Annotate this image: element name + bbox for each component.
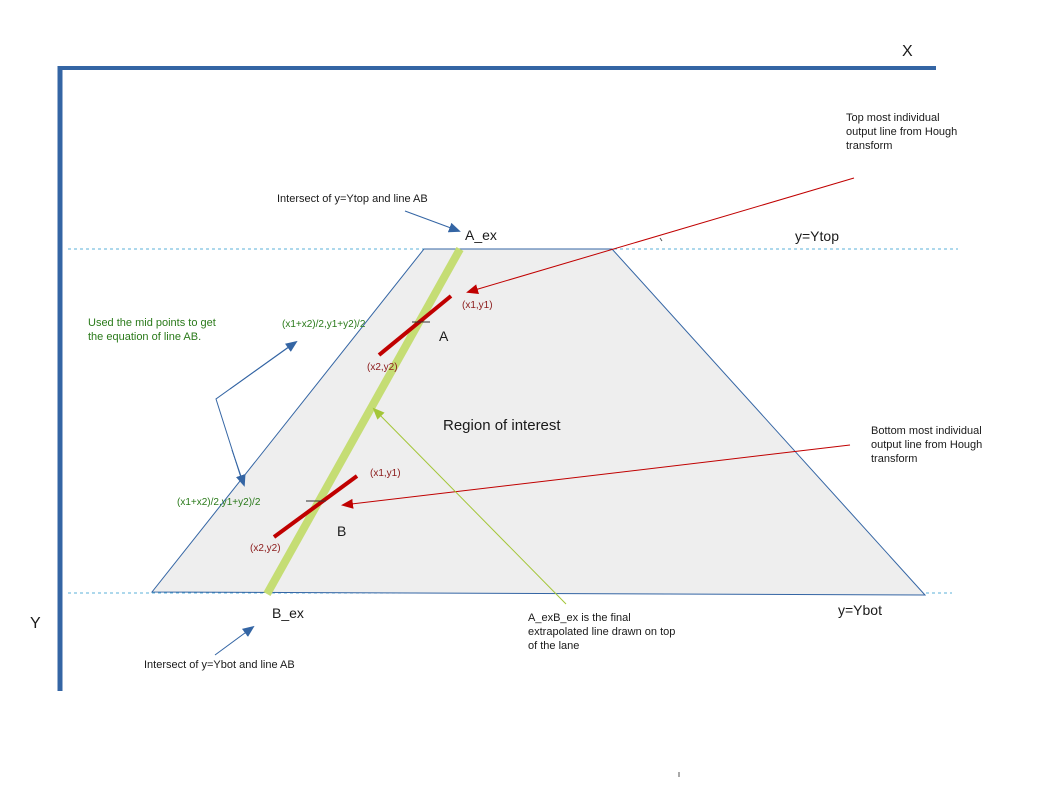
intersect-bottom-pointer [215,627,253,655]
ytop-label: y=Ytop [795,228,839,245]
final-line-note-line-2: extrapolated line drawn on top [528,625,675,639]
midpoints-note-line-2: the equation of line AB. [88,330,216,344]
midpoint-formula-bottom: (x1+x2)/2,y1+y2)/2 [177,496,260,509]
top-hough-note-line-1: Top most individual [846,111,957,125]
final-line-note-line-3: of the lane [528,639,675,653]
x-axis-label: X [902,42,913,61]
intersect-top-pointer [405,211,459,231]
ybot-label: y=Ybot [838,602,882,619]
intersect-bottom-note: Intersect of y=Ybot and line AB [144,658,295,672]
top-hough-note: Top most individual output line from Hou… [846,111,957,153]
midpoints-pointer-bottom [232,450,244,485]
midpoint-formula-top: (x1+x2)/2,y1+y2)/2 [282,318,365,331]
bottom-segment-p2-label: (x2,y2) [250,542,281,555]
bottom-hough-note-line-3: transform [871,452,982,466]
region-label: Region of interest [443,417,561,435]
a-ex-label: A_ex [465,227,497,244]
top-segment-p2-label: (x2,y2) [367,361,398,374]
stray-mark [660,238,662,241]
point-a-label: A [439,328,448,345]
midpoints-note-line-1: Used the mid points to get [88,316,216,330]
top-segment-p1-label: (x1,y1) [462,299,493,312]
midpoints-pointer-top [230,342,296,389]
bottom-hough-note-line-2: output line from Hough [871,438,982,452]
intersect-top-note: Intersect of y=Ytop and line AB [277,192,428,206]
final-line-note: A_exB_ex is the final extrapolated line … [528,611,675,653]
bottom-hough-note-line-1: Bottom most individual [871,424,982,438]
b-ex-label: B_ex [272,605,304,622]
bottom-hough-note: Bottom most individual output line from … [871,424,982,466]
y-axis-label: Y [30,614,41,633]
point-b-label: B [337,523,346,540]
final-line-note-line-1: A_exB_ex is the final [528,611,675,625]
top-hough-note-line-2: output line from Hough [846,125,957,139]
midpoints-note: Used the mid points to get the equation … [88,316,216,344]
bottom-segment-p1-label: (x1,y1) [370,467,401,480]
top-hough-note-line-3: transform [846,139,957,153]
